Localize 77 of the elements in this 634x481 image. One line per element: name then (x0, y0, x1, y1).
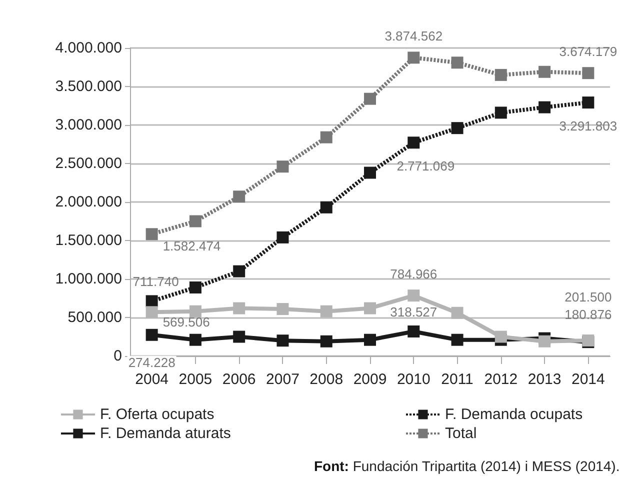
x-tick-label: 2012 (484, 371, 518, 388)
point (451, 122, 464, 134)
x-tick-label: 2007 (266, 371, 300, 388)
y-tick-label: 2.500.000 (55, 155, 122, 172)
y-tick-label: 1.500.000 (55, 232, 122, 249)
data-label: 3.291.803 (559, 118, 618, 134)
point (494, 330, 507, 343)
data-label: 274.228 (128, 354, 176, 370)
point (189, 305, 202, 318)
point (538, 335, 551, 348)
data-label: 201.500 (564, 289, 612, 304)
point (408, 325, 420, 338)
legend-label: Total (445, 425, 477, 442)
x-tick-label: 2006 (222, 371, 256, 388)
x-tick-label: 2014 (571, 371, 605, 388)
data-label: 318.527 (390, 304, 438, 320)
point (189, 215, 202, 228)
point (538, 101, 551, 114)
point (451, 334, 464, 346)
point (364, 92, 376, 105)
point (408, 52, 420, 64)
point (233, 330, 246, 343)
point (276, 334, 289, 347)
point (320, 131, 332, 144)
x-tick-label: 2013 (528, 371, 562, 388)
legend-label: F. Demanda ocupats (445, 406, 583, 423)
data-label: 711.740 (132, 274, 179, 290)
text: Font: Fundación Tripartita (2014) i MESS (2014). (314, 458, 620, 474)
point (494, 68, 507, 81)
point (233, 302, 246, 314)
y-tick-label: 500.000 (68, 309, 122, 326)
y-tick-label: 1.000.000 (55, 270, 122, 288)
legend-label: F. Oferta ocupats (100, 406, 214, 423)
point (451, 306, 464, 319)
x-tick-label: 2010 (396, 371, 430, 388)
point (494, 106, 507, 119)
point (320, 335, 332, 348)
point (320, 201, 332, 214)
data-label: 1.582.474 (162, 238, 221, 254)
point (364, 166, 376, 179)
point (276, 303, 289, 316)
point (364, 302, 376, 314)
y-tick-label: 4.000.000 (55, 40, 122, 56)
x-tick-label: 2009 (353, 371, 387, 388)
y-tick-label: 2.000.000 (55, 194, 122, 210)
point (146, 228, 158, 240)
point (408, 136, 420, 149)
point (189, 334, 202, 346)
data-label: 3.674.179 (559, 44, 618, 60)
point (146, 328, 158, 341)
y-tick-label: 3.000.000 (55, 116, 122, 134)
point (146, 295, 158, 308)
point (233, 190, 246, 203)
point (233, 265, 246, 278)
x-tick-label: 2011 (441, 371, 474, 388)
point (189, 281, 202, 294)
point (276, 160, 289, 173)
x-tick-label: 2005 (178, 371, 212, 388)
data-label: 784.966 (390, 266, 438, 282)
data-label: 180.876 (564, 307, 612, 322)
point (146, 306, 158, 318)
data-label: 569.506 (162, 314, 210, 330)
point (451, 56, 464, 69)
point (320, 305, 332, 318)
point (364, 334, 376, 346)
point (538, 66, 551, 78)
y-tick-label: 3.500.000 (55, 78, 122, 95)
point (582, 67, 594, 80)
point (582, 96, 594, 109)
data-label: 3.874.562 (384, 28, 443, 44)
y-tick-label: 0 (114, 348, 122, 364)
data-label: 2.771.069 (396, 158, 455, 174)
legend-label: F. Demanda aturats (100, 425, 231, 442)
x-tick-label: 2004 (135, 371, 169, 388)
x-tick-label: 2008 (310, 371, 344, 388)
point (276, 231, 289, 244)
point (408, 290, 420, 302)
